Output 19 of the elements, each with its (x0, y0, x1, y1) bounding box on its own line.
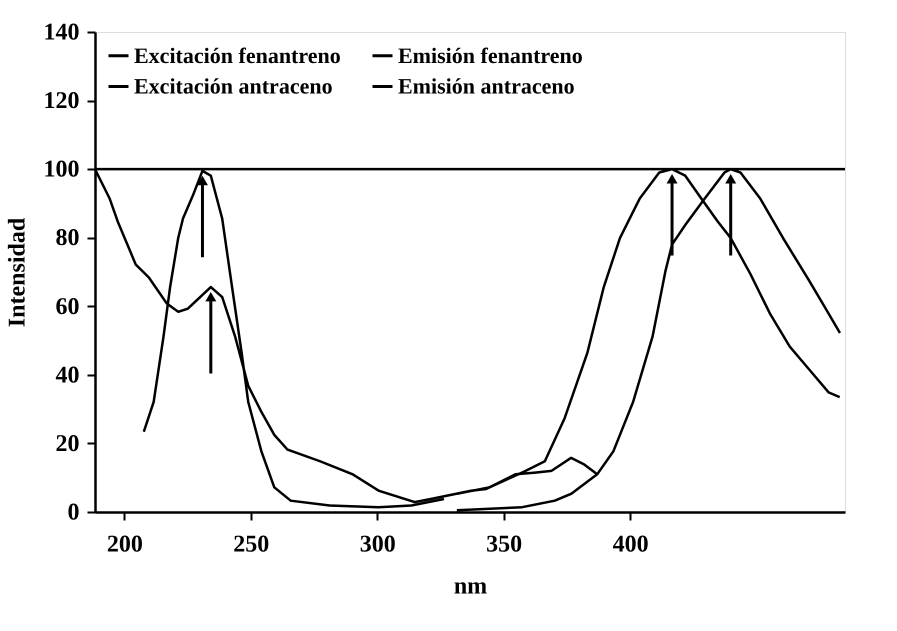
y-tick-label: 40 (56, 362, 80, 388)
legend-label: Excitación fenantreno (134, 42, 341, 68)
x-tick-label: 250 (233, 532, 270, 558)
x-tick-label: 350 (486, 532, 522, 558)
y-tick-label: 100 (44, 156, 80, 183)
y-tick-label: 20 (56, 430, 80, 457)
y-tick-label: 80 (56, 225, 80, 252)
x-tick-label: 200 (106, 532, 143, 558)
y-tick-label: 120 (44, 88, 80, 114)
x-tick-label: 400 (612, 532, 649, 558)
legend-label: Excitación antraceno (134, 74, 333, 98)
y-axis-title: Intensidad (4, 217, 30, 328)
legend-label: Emisión fenantreno (398, 42, 583, 68)
x-tick-label: 300 (360, 532, 396, 558)
y-tick-label: 60 (56, 294, 80, 320)
y-tick-label: 0 (68, 500, 80, 526)
x-axis-title: nm (454, 574, 488, 600)
y-tick-label: 140 (44, 20, 80, 46)
legend-label: Emisión antraceno (398, 74, 575, 98)
